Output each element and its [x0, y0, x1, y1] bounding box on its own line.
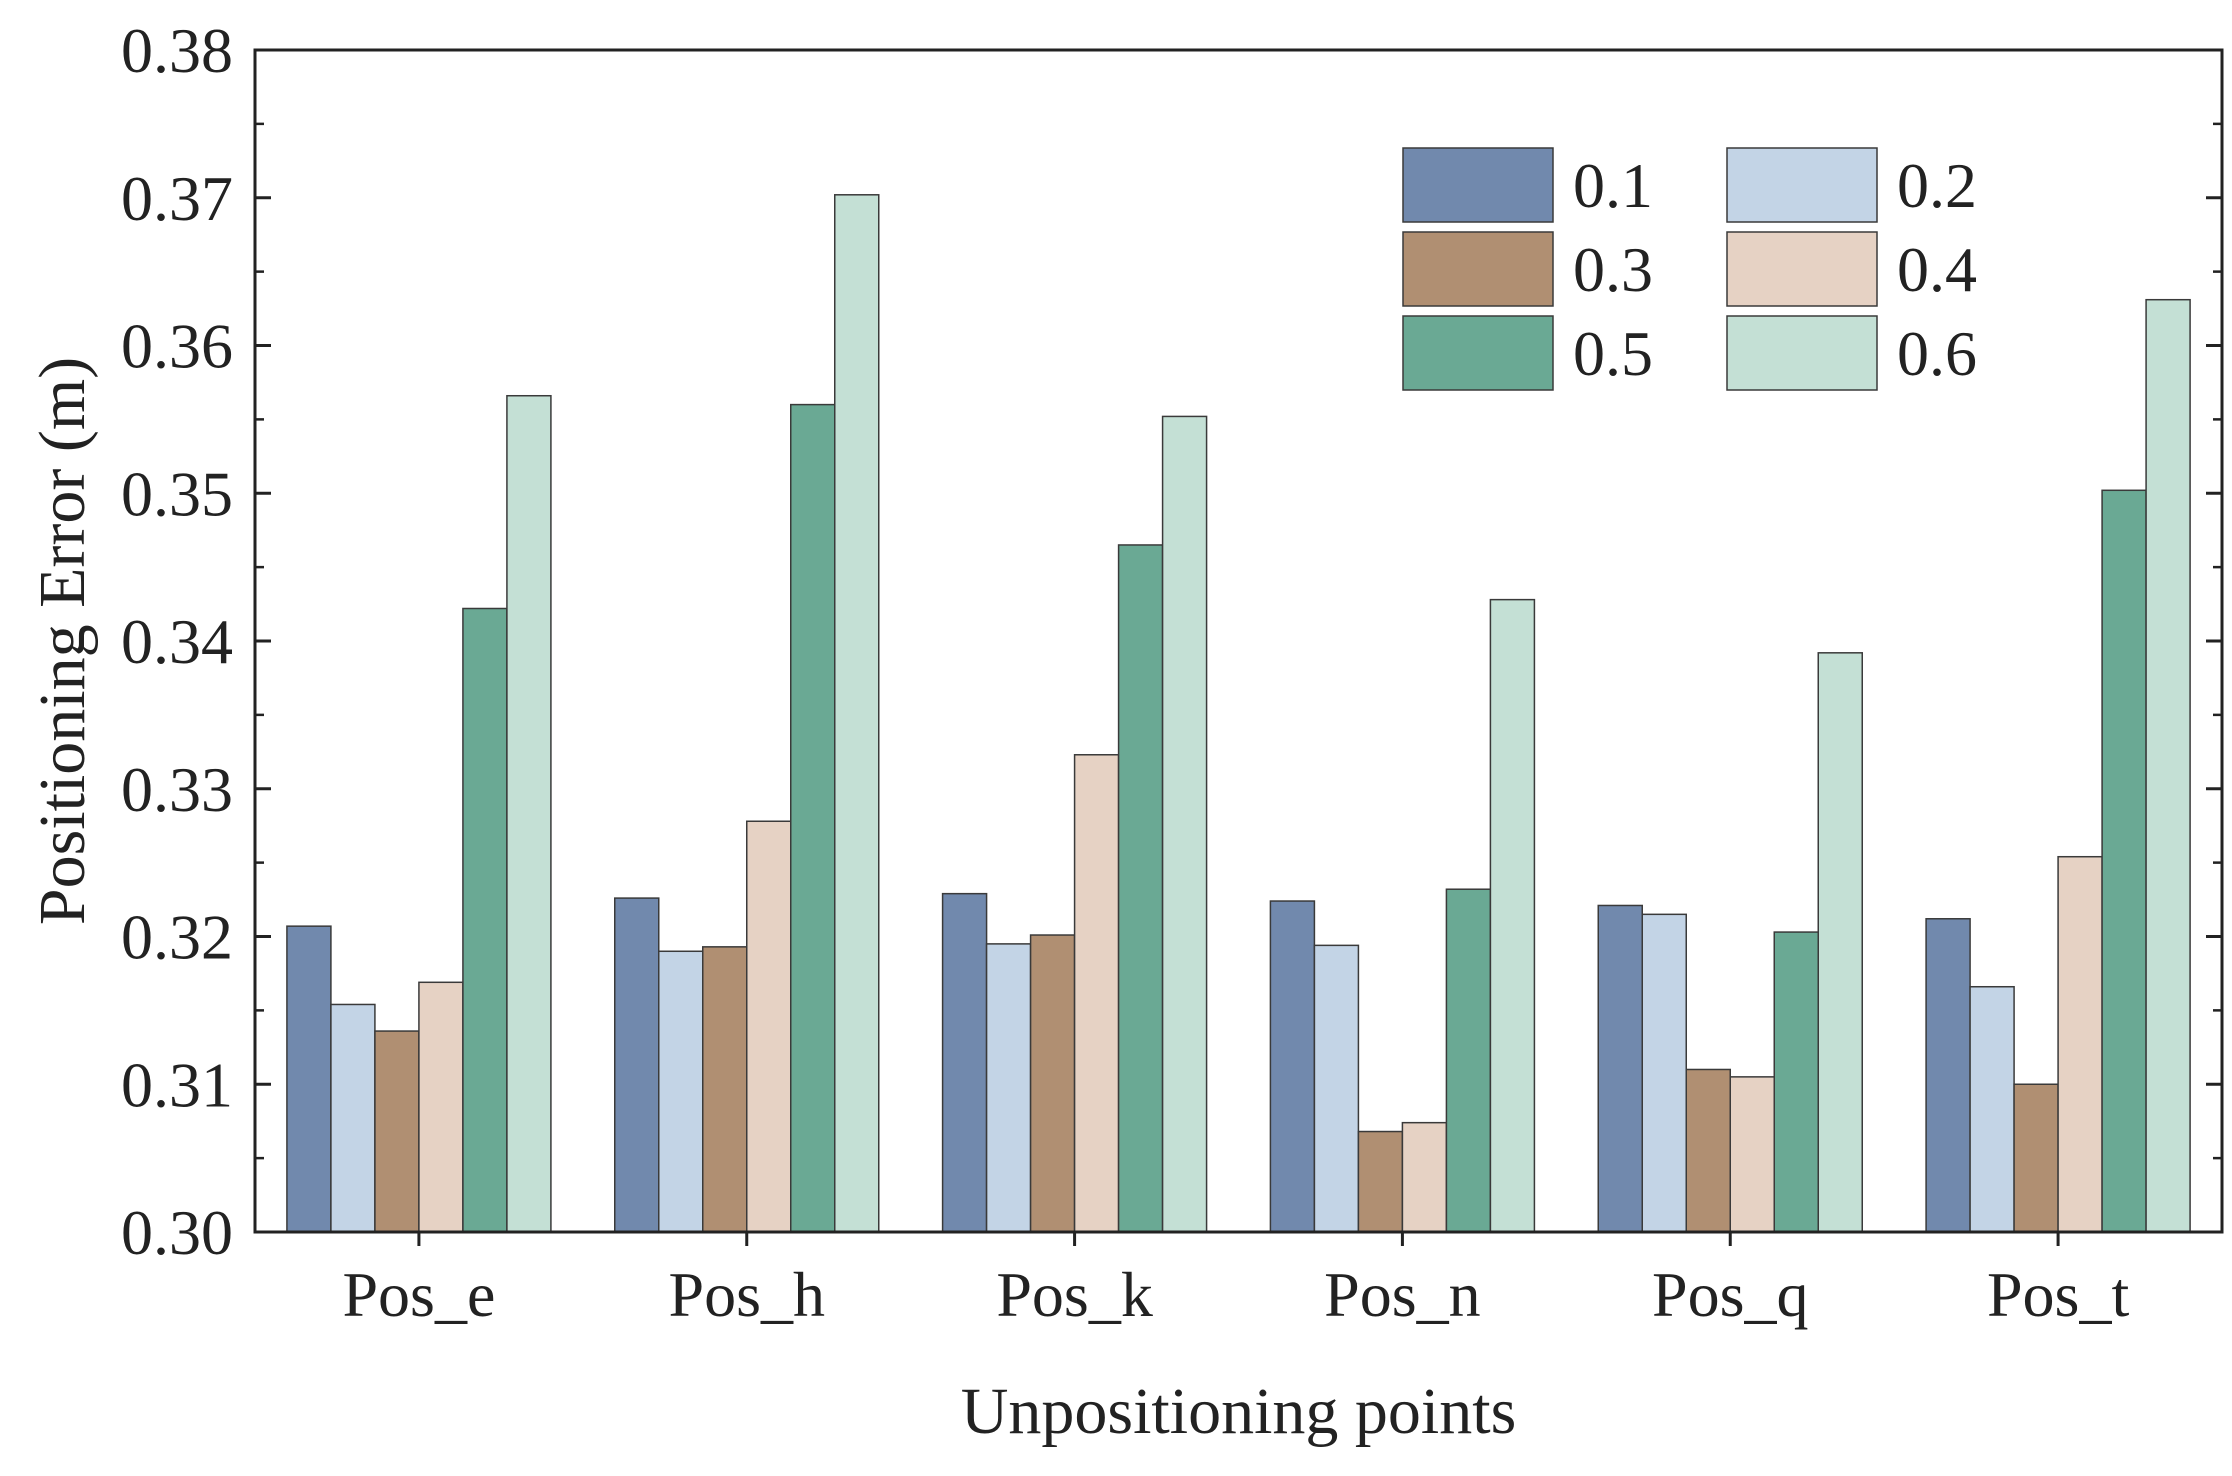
bar-pos_e-0.2 — [330, 1003, 376, 1233]
x-axis-title: Unpositioning points — [961, 1375, 1517, 1448]
y-tick-label: 0.30 — [121, 1197, 233, 1268]
legend: 0.1 0.2 0.3 0.4 0.5 0.6 — [1402, 147, 1977, 391]
bar-pos_n-0.4 — [1401, 1121, 1448, 1233]
bar-pos_e-0.5 — [462, 607, 508, 1233]
bar-pos_e-0.1 — [286, 925, 332, 1233]
bar-pos_e-0.3 — [374, 1030, 420, 1233]
bar-pos_h-0.1 — [614, 897, 660, 1233]
y-axis: 0.30 0.31 0.32 0.33 0.34 0.35 0.36 0.37 0.38 — [121, 15, 2222, 1268]
x-tick-label: Pos_t — [1987, 1259, 2130, 1330]
y-tick-label: 0.35 — [121, 458, 233, 529]
bar-pos_h-0.6 — [834, 194, 880, 1233]
y-tick-label: 0.34 — [121, 606, 233, 677]
bar-pos_h-0.3 — [702, 946, 748, 1233]
bar-pos_q-0.6 — [1817, 652, 1863, 1233]
bar-pos_k-0.3 — [1029, 934, 1076, 1233]
x-axis: Pos_e Pos_h Pos_k Pos_n Pos_q Pos_t — [342, 1232, 2129, 1330]
bar-pos_q-0.5 — [1773, 931, 1819, 1233]
bar-pos_h-0.4 — [746, 820, 792, 1233]
legend-label-0.6: 0.6 — [1897, 318, 1977, 389]
legend-label-0.1: 0.1 — [1573, 150, 1653, 221]
x-tick-label: Pos_k — [996, 1259, 1153, 1330]
x-tick-label: Pos_e — [342, 1259, 495, 1330]
bar-pos_n-0.6 — [1489, 598, 1536, 1233]
bar-pos_q-0.3 — [1685, 1068, 1731, 1233]
y-tick-label: 0.37 — [121, 163, 233, 234]
legend-swatch-0.3 — [1402, 231, 1554, 307]
y-tick-label: 0.31 — [121, 1049, 233, 1120]
bar-pos_n-0.1 — [1269, 900, 1316, 1233]
bar-pos_e-0.4 — [418, 981, 464, 1233]
y-axis-title: Positioning Error (m) — [26, 357, 99, 925]
bar-pos_h-0.5 — [790, 403, 836, 1233]
legend-swatch-0.4 — [1726, 231, 1878, 307]
bars-layer — [286, 194, 2191, 1233]
legend-swatch-0.5 — [1402, 315, 1554, 391]
legend-swatch-0.6 — [1726, 315, 1878, 391]
bar-pos_t-0.6 — [2145, 298, 2191, 1233]
legend-label-0.2: 0.2 — [1897, 150, 1977, 221]
y-tick-label: 0.33 — [121, 754, 233, 825]
bar-pos_n-0.5 — [1445, 888, 1492, 1233]
bar-pos_t-0.4 — [2057, 855, 2103, 1233]
bar-pos_k-0.4 — [1073, 754, 1120, 1233]
bar-pos_q-0.1 — [1597, 904, 1643, 1233]
bar-pos_t-0.2 — [1969, 985, 2015, 1233]
y-tick-label: 0.38 — [121, 15, 233, 86]
bar-pos_n-0.2 — [1313, 944, 1360, 1233]
legend-swatch-0.2 — [1726, 147, 1878, 223]
y-tick-label: 0.36 — [121, 311, 233, 382]
x-tick-label: Pos_n — [1324, 1259, 1481, 1330]
bar-pos_n-0.3 — [1357, 1130, 1404, 1233]
legend-label-0.3: 0.3 — [1573, 234, 1653, 305]
x-tick-label: Pos_q — [1652, 1259, 1809, 1330]
bar-pos_k-0.5 — [1117, 544, 1164, 1233]
bar-pos_k-0.1 — [941, 892, 988, 1233]
legend-label-0.5: 0.5 — [1573, 318, 1653, 389]
legend-label-0.4: 0.4 — [1897, 234, 1977, 305]
bar-pos_t-0.3 — [2013, 1083, 2059, 1233]
bar-pos_e-0.6 — [506, 394, 552, 1233]
bar-pos_t-0.5 — [2101, 489, 2147, 1233]
bar-pos_k-0.6 — [1161, 415, 1208, 1233]
x-tick-label: Pos_h — [669, 1259, 826, 1330]
y-tick-label: 0.32 — [121, 902, 233, 973]
bar-pos_h-0.2 — [658, 950, 704, 1233]
legend-swatch-0.1 — [1402, 147, 1554, 223]
bar-pos_q-0.4 — [1729, 1076, 1775, 1233]
bar-pos_t-0.1 — [1925, 918, 1971, 1233]
bar-pos_q-0.2 — [1641, 913, 1687, 1233]
bar-pos_k-0.2 — [985, 943, 1032, 1233]
